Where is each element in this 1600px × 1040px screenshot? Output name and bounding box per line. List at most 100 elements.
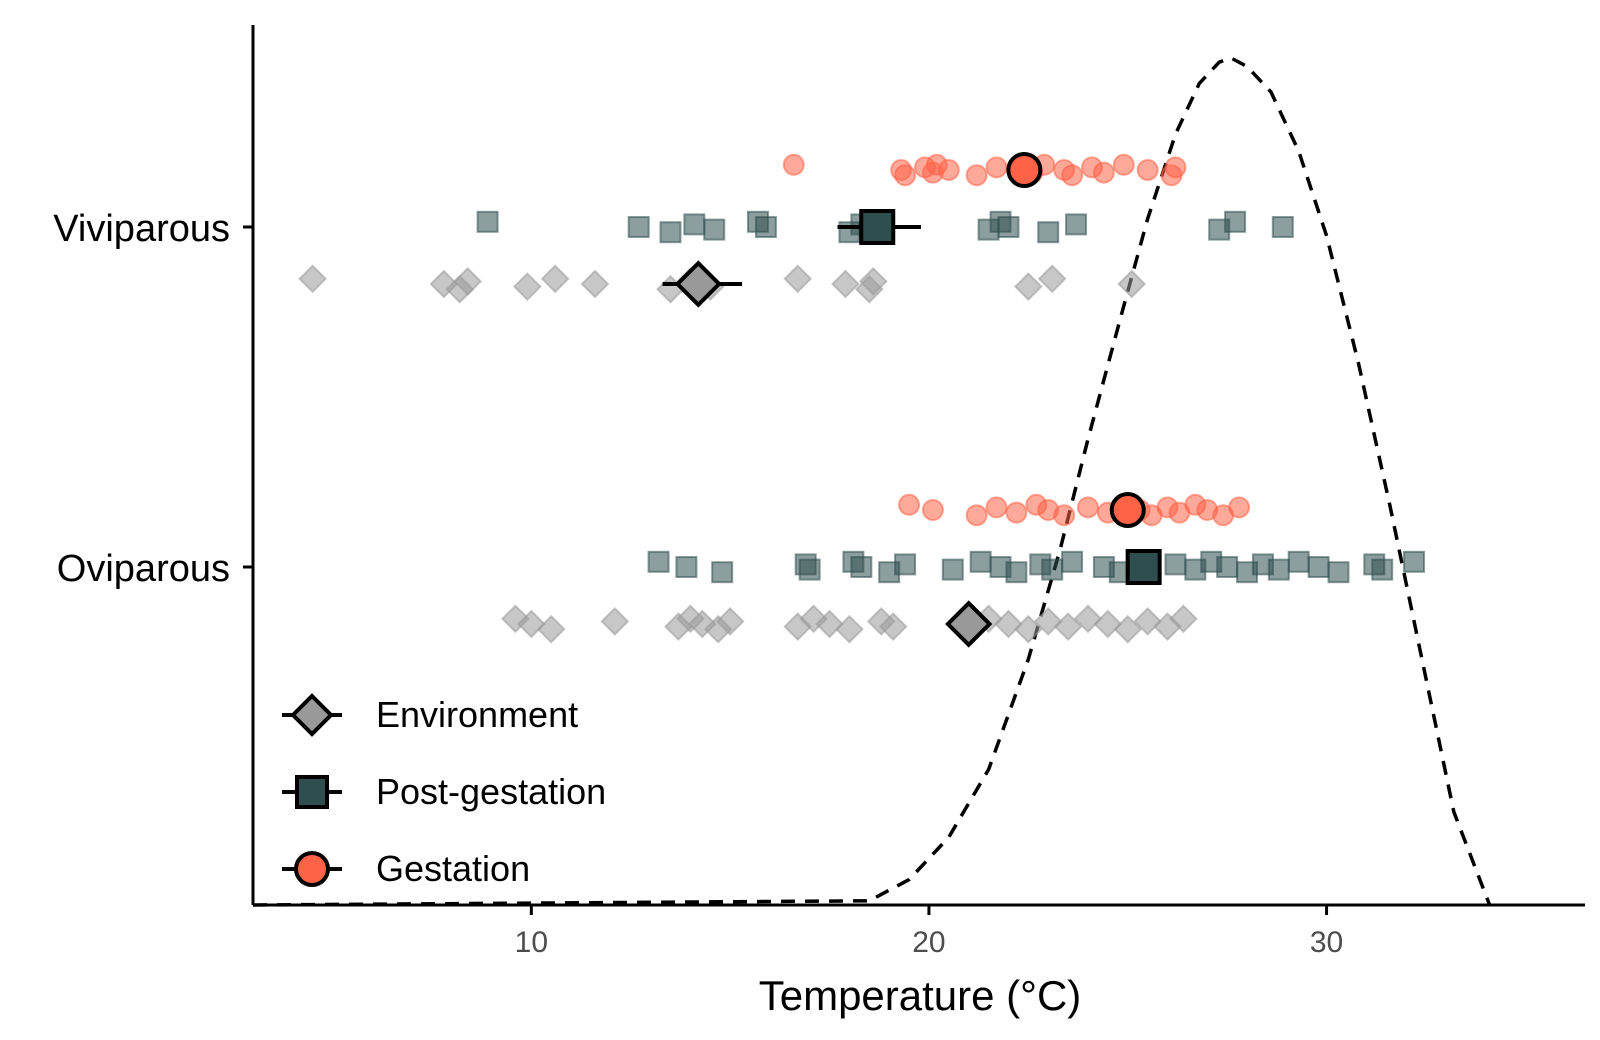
data-point-post-gestation (659, 221, 682, 244)
data-point-gestation (782, 153, 805, 176)
data-point-post-gestation (1287, 550, 1310, 573)
data-point-environment (1073, 604, 1103, 634)
data-point-post-gestation (969, 550, 992, 573)
data-point-gestation (1136, 159, 1159, 181)
data-point-post-gestation (1267, 558, 1290, 581)
means-layer (662, 152, 1162, 648)
data-point-gestation (1112, 153, 1135, 176)
data-point-post-gestation (703, 218, 726, 241)
data-point-post-gestation (675, 556, 698, 578)
x-tick-label: 10 (515, 926, 548, 959)
mean-marker-environment (945, 600, 993, 648)
data-point-environment (600, 606, 630, 636)
data-point-environment (1033, 606, 1063, 636)
data-point-post-gestation (754, 216, 777, 238)
x-tick-label: 30 (1310, 926, 1343, 959)
legend-circle-icon (294, 851, 330, 887)
data-point-post-gestation (1037, 221, 1060, 244)
x-axis-title: Temperature (°C) (759, 972, 1082, 1019)
data-point-post-gestation (1403, 550, 1426, 573)
data-point-post-gestation (1327, 561, 1350, 584)
data-point-environment (835, 614, 864, 644)
data-point-environment (298, 264, 328, 294)
data-point-environment (815, 609, 844, 639)
data-point-environment (1113, 614, 1143, 644)
data-point-post-gestation (1271, 216, 1294, 238)
data-point-environment (1053, 612, 1083, 642)
data-point-environment (831, 269, 860, 299)
data-point-post-gestation (711, 561, 734, 584)
data-point-post-gestation (850, 556, 873, 578)
data-point-post-gestation (1061, 550, 1084, 573)
data-point-gestation (898, 493, 921, 516)
data-point-post-gestation (1005, 561, 1028, 584)
data-point-gestation (965, 164, 988, 187)
data-point-post-gestation (1216, 556, 1239, 578)
legend-item-post-gestation: Post-gestation (282, 771, 606, 812)
data-point-environment (1093, 609, 1123, 639)
data-point-gestation (894, 164, 917, 187)
data-point-environment (453, 266, 483, 296)
data-point-environment (580, 269, 610, 299)
data-point-gestation (985, 496, 1008, 519)
y-label-oviparous: Oviparous (57, 548, 230, 590)
data-point-post-gestation (1164, 553, 1187, 576)
data-point-gestation (1076, 496, 1099, 519)
data-point-post-gestation (798, 558, 821, 581)
data-point-environment (536, 614, 566, 644)
x-axis-ticks: 10 20 30 (515, 905, 1343, 959)
data-point-post-gestation (1224, 210, 1247, 233)
data-point-environment (512, 272, 542, 302)
performance-curve-line (252, 56, 1492, 907)
data-point-environment (1013, 272, 1043, 302)
data-point-environment (1168, 604, 1198, 634)
data-point-post-gestation (1041, 558, 1064, 581)
data-point-gestation (1053, 504, 1076, 527)
mean-marker-post-gestation (859, 209, 896, 245)
data-point-environment (858, 266, 888, 296)
data-point-post-gestation (997, 216, 1020, 238)
data-point-environment (1013, 614, 1043, 644)
data-point-environment (715, 606, 745, 636)
data-point-environment (994, 609, 1023, 639)
data-point-post-gestation (1307, 556, 1330, 578)
data-point-gestation (1092, 161, 1115, 184)
legend-diamond-icon (290, 693, 334, 737)
data-point-environment (1133, 606, 1163, 636)
data-point-post-gestation (1371, 558, 1394, 581)
legend-label-environment: Environment (376, 694, 578, 735)
data-point-gestation (921, 499, 944, 521)
legend-label-gestation: Gestation (376, 848, 530, 889)
mean-marker-environment (674, 260, 722, 308)
data-point-environment (540, 264, 570, 294)
legend: Environment Post-gestation Gestation (282, 693, 606, 889)
performance-curve-layer (252, 56, 1492, 907)
legend-item-environment: Environment (282, 693, 578, 737)
mean-marker-post-gestation (1125, 549, 1162, 585)
data-point-gestation (937, 159, 960, 181)
data-point-environment (783, 264, 813, 294)
data-point-gestation (965, 504, 988, 527)
legend-item-gestation: Gestation (282, 848, 530, 889)
data-point-post-gestation (683, 213, 706, 236)
data-point-post-gestation (647, 550, 670, 573)
data-point-environment (516, 609, 546, 639)
data-point-post-gestation (627, 216, 650, 238)
legend-square-icon (295, 775, 329, 809)
data-point-post-gestation (476, 210, 499, 233)
legend-label-post-gestation: Post-gestation (376, 771, 606, 812)
mean-marker-gestation (1109, 492, 1146, 528)
y-label-viviparous: Viviparous (53, 208, 230, 250)
data-point-gestation (1061, 164, 1084, 187)
mean-marker-gestation (1006, 152, 1043, 188)
data-point-post-gestation (894, 553, 917, 576)
data-point-environment (1037, 264, 1067, 294)
x-tick-label: 20 (912, 926, 945, 959)
data-point-gestation (1005, 501, 1028, 524)
data-point-gestation (985, 156, 1008, 179)
data-point-environment (878, 612, 908, 642)
data-point-gestation (1164, 156, 1187, 179)
data-point-post-gestation (1065, 213, 1088, 236)
data-point-environment (1117, 269, 1147, 299)
